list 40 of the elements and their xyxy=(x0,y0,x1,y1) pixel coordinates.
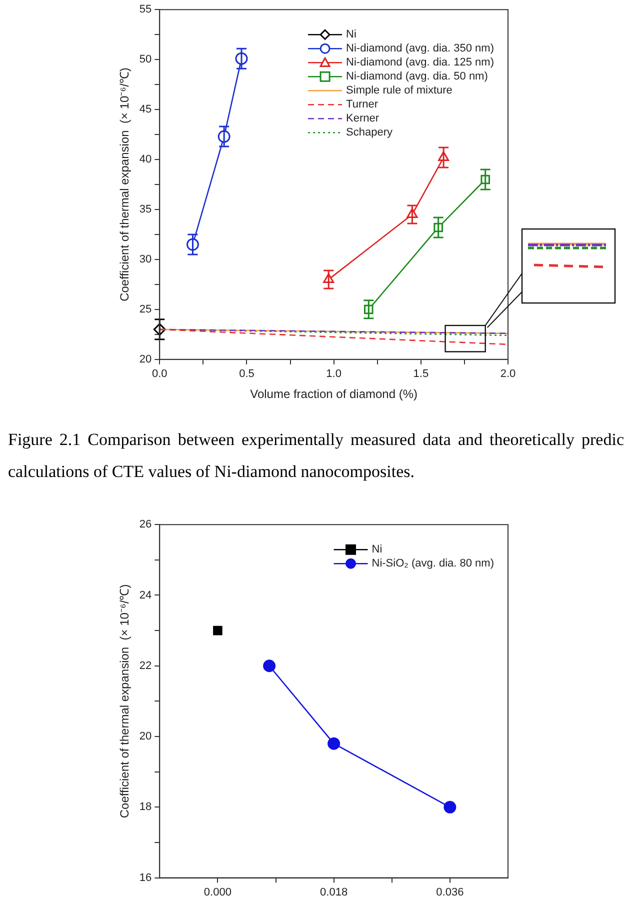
y-tick-label: 50 xyxy=(139,54,152,66)
point xyxy=(328,737,340,750)
y-tick-label: 55 xyxy=(139,4,152,16)
x-tick-label: 0.036 xyxy=(436,886,464,898)
x-tick-label: 0.5 xyxy=(239,368,254,380)
legend-label: Ni xyxy=(346,28,356,41)
y-tick-label: 26 xyxy=(139,518,152,531)
legend-label: Ni-SiO₂ (avg. dia. 80 nm) xyxy=(372,558,494,570)
y-tick-label: 22 xyxy=(139,660,152,672)
legend-label: Simple rule of mixture xyxy=(346,84,452,97)
point xyxy=(444,800,456,814)
x-tick-label: 2.0 xyxy=(500,368,516,380)
x-tick-label: 0.000 xyxy=(204,886,232,898)
point xyxy=(213,626,222,636)
y-axis-title: Coefficient of thermal expansion (× 10⁻⁶/℃) xyxy=(118,584,132,818)
legend-label: Kerner xyxy=(346,112,380,125)
y-tick-label: 24 xyxy=(139,589,152,602)
legend-label: Schapery xyxy=(346,126,394,139)
y-tick-label: 40 xyxy=(139,154,152,166)
point xyxy=(263,660,276,672)
caption: Figure 2.1 Comparison between experimentally measured data and theoretically predic calculations of CTE values of Ni-diamond nanocomposites. xyxy=(8,429,624,484)
y-axis-title: Coefficient of thermal expansion (× 10⁻⁶/℃) xyxy=(118,68,132,302)
legend-label: Ni-diamond (avg. dia. 125 nm) xyxy=(346,56,494,69)
legend-label: Ni-diamond (avg. dia. 50 nm) xyxy=(346,70,488,83)
x-axis-title: Volume fraction of diamond (%) xyxy=(250,387,418,402)
x-tick-label: 0.018 xyxy=(320,886,348,898)
y-tick-label: 20 xyxy=(139,730,152,743)
x-tick-label: 1.0 xyxy=(326,368,342,380)
y-tick-label: 16 xyxy=(139,872,152,884)
y-tick-label: 35 xyxy=(139,204,152,216)
y-tick-label: 30 xyxy=(139,253,152,266)
legend-label: Ni-diamond (avg. dia. 350 nm) xyxy=(346,42,494,55)
y-tick-label: 25 xyxy=(139,303,152,316)
y-tick-label: 20 xyxy=(139,353,152,366)
y-tick-label: 45 xyxy=(139,104,152,116)
legend-label: Ni xyxy=(372,544,382,556)
legend-label: Turner xyxy=(346,98,378,111)
x-tick-label: 0.0 xyxy=(152,368,168,380)
x-tick-label: 1.5 xyxy=(413,368,429,380)
y-tick-label: 18 xyxy=(139,801,152,814)
